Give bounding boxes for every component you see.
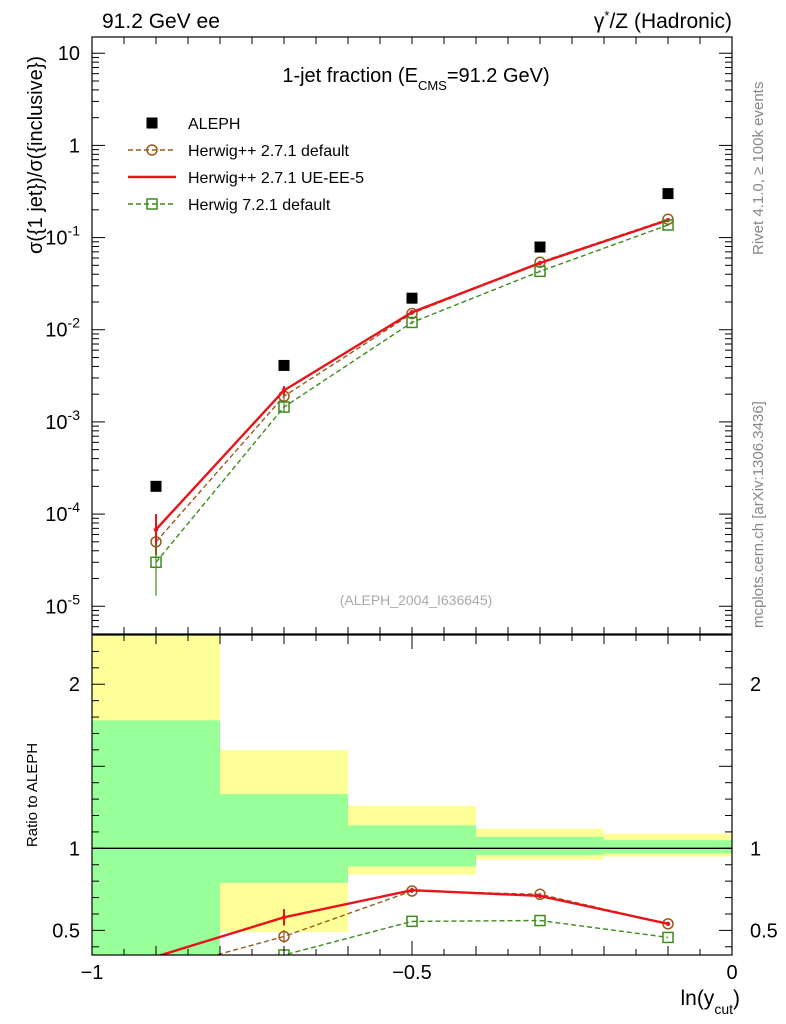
plot-title: 1-jet fraction (ECMS=91.2 GeV) [282,65,549,93]
xtick-label: 0 [726,962,737,984]
herwig-2-7-1-default-point [278,930,290,943]
legend-label: Herwig 7.2.1 default [188,197,331,214]
ratio-band-green [348,825,476,867]
ratio-ytick-label-right: 2 [750,674,761,696]
legend-herwig-2-7-1-default-marker [146,144,158,156]
main-ytick-label: 1 [69,135,80,157]
process-label: γ*/Z (Hadronic) [594,8,732,33]
ratio-band-green [92,720,220,955]
main-ytick-label: 10-1 [45,223,80,250]
aleph-data-point [150,480,162,492]
herwig-2-7-1-default-point [151,966,161,976]
xaxis-label: ln(ycut) [680,987,740,1017]
herwig-2-7-1-ue-ee-5-line [155,218,669,531]
main-ytick-label: 10 [58,43,80,65]
analysis-watermark: (ALEPH_2004_I636645) [340,592,493,608]
herwig-2-7-1-ue-ee-5-point [537,260,543,266]
herwig-2-7-1-default-point [406,307,418,320]
herwig-7-2-1-default-point [534,265,546,278]
herwig-2-7-1-ue-ee-5-point [281,915,287,920]
herwig-7-2-1-default-line [155,224,669,563]
herwig-2-7-1-ue-ee-5-point [409,309,415,315]
ratio-ytick-label: 0.5 [52,920,80,942]
herwig-7-2-1-default-point [151,983,161,993]
herwig-7-2-1-default-point [150,556,162,569]
herwig-7-2-1-default-point [662,219,674,231]
herwig-7-2-1-default-line [281,919,669,955]
herwig-7-2-1-default-point [278,401,290,413]
main-ylabel: σ({1 jet})/σ({inclusive}) [25,56,47,254]
ratio-panel: 0.5 0.5 1 1 2 2 −1 −0.5 0 Ratio to ALEPH ln(ycut… [24,634,778,1017]
xtick-label: −0.5 [392,962,431,984]
herwig-2-7-1-default-point [534,888,546,901]
herwig-2-7-1-ue-ee-5-point [665,921,671,927]
xtick-label: −1 [81,962,104,984]
aleph-data-point [406,292,418,304]
legend-label: ALEPH [188,116,240,133]
herwig-2-7-1-ue-ee-5-point [153,527,159,532]
ratio-band-green [476,836,604,855]
herwig-7-2-1-default-point [662,931,674,944]
ratio-ylabel: Ratio to ALEPH [24,743,41,847]
energy-label: 91.2 GeV ee [102,10,220,33]
mcplots-label: mcplots.cern.ch [arXiv:1306.3436] [750,401,767,628]
herwig-7-2-1-default-point [534,914,546,927]
aleph-data-point [534,241,546,253]
ratio-ytick-label-right: 1 [750,838,761,860]
ratio-ytick-label-right: 0.5 [750,920,778,942]
legend-herwig-7-2-1-default-marker [146,198,158,210]
aleph-data-point [278,359,290,371]
herwig-2-7-1-default-line [155,218,669,543]
ratio-ytick-label: 2 [69,674,80,696]
main-frame [91,36,733,635]
legend-label: Herwig++ 2.7.1 default [188,143,350,160]
legend-aleph-marker [146,117,158,129]
ratio-frame [91,634,733,956]
legend-label: Herwig++ 2.7.1 UE-EE-5 [188,170,364,187]
herwig-7-2-1-default-point [406,915,418,928]
aleph-data-point [662,188,674,200]
main-ytick-label: 10-2 [45,315,80,342]
legend: ALEPH Herwig++ 2.7.1 default Herwig++ 2.7.… [128,116,364,214]
herwig-2-7-1-ue-ee-5-point [537,893,543,899]
ratio-band-green [220,794,348,883]
main-ytick-label: 10-3 [45,407,80,434]
main-ytick-label: 10-4 [45,499,80,526]
ratio-ytick-label: 1 [69,838,80,860]
ratio-band-green [604,840,732,854]
herwig-2-7-1-ue-ee-5-point [281,388,287,393]
main-panel: 10-5 10-4 10-3 10-2 10-1 1 10 1-jet fraction (… [25,36,733,635]
rivet-label: Rivet 4.1.0, ≥ 100k events [750,82,767,255]
main-ytick-label: 10-5 [45,591,80,618]
herwig-7-2-1-default-point [406,316,418,329]
herwig-2-7-1-ue-ee-5-point [409,887,415,893]
